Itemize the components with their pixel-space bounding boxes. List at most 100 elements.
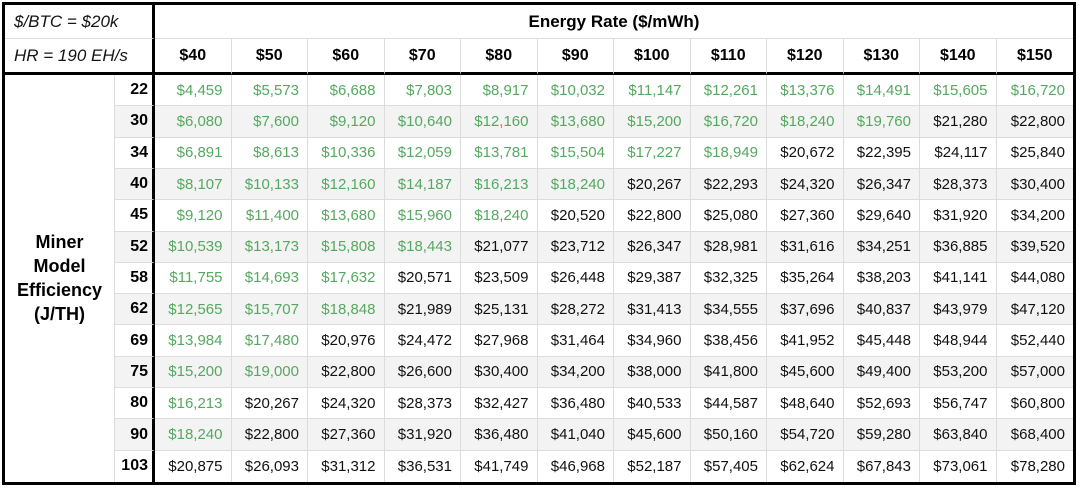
cost-cell: $15,504	[537, 137, 614, 169]
rate-column-header: $60	[308, 39, 385, 75]
efficiency-row-header: 80	[115, 388, 155, 420]
cost-cell: $57,000	[996, 356, 1073, 389]
cost-cell: $44,587	[690, 388, 767, 420]
cost-cell: $36,480	[461, 419, 538, 451]
cost-cell: $8,917	[461, 75, 538, 107]
efficiency-row-header: 90	[115, 419, 155, 451]
efficiency-row-header: 69	[115, 325, 155, 357]
cost-cell: $18,240	[155, 419, 232, 451]
cost-cell: $38,203	[843, 262, 920, 295]
cost-cell: $60,800	[996, 388, 1073, 420]
cost-cell: $26,347	[614, 231, 691, 263]
cost-cell: $34,555	[690, 294, 767, 326]
cost-cell: $45,600	[767, 356, 844, 389]
cost-cell: $24,472	[384, 325, 461, 357]
cost-cell: $22,800	[996, 106, 1073, 138]
cost-cell: $41,800	[690, 356, 767, 389]
efficiency-row-header: 75	[115, 356, 155, 389]
cost-cell: $32,325	[690, 262, 767, 295]
cost-cell: $18,848	[308, 294, 385, 326]
cost-cell: $36,531	[385, 450, 461, 482]
cost-cell: $10,640	[384, 106, 461, 138]
cost-cell: $10,133	[231, 168, 308, 201]
cost-cell: $8,107	[155, 168, 232, 201]
cost-cell: $20,267	[231, 388, 308, 420]
cost-cell: $34,200	[996, 200, 1073, 232]
cost-cell: $22,800	[231, 419, 308, 451]
cost-cell: $37,696	[767, 294, 844, 326]
cost-cell: $31,413	[614, 294, 691, 326]
rate-column-header: $90	[537, 39, 614, 75]
cost-cell: $13,173	[231, 231, 308, 263]
cost-cell: $50,160	[690, 419, 767, 451]
efficiency-axis-title: Miner Model Efficiency (J/TH)	[5, 75, 115, 482]
cost-cell: $16,720	[996, 75, 1073, 107]
cost-cell: $15,808	[308, 231, 385, 263]
cost-cell: $62,624	[767, 450, 844, 482]
cost-cell: $11,147	[614, 75, 691, 107]
cost-cell: $40,533	[614, 388, 691, 420]
cost-cell: $4,459	[155, 75, 232, 107]
cost-cell: $17,632	[308, 262, 385, 295]
cost-cell: $11,755	[155, 262, 232, 295]
cost-cell: $14,693	[231, 262, 308, 295]
cost-cell: $44,080	[996, 263, 1073, 295]
cost-cell: $67,843	[844, 450, 920, 482]
cost-cell: $20,267	[614, 168, 691, 201]
cost-cell: $45,600	[614, 419, 691, 451]
efficiency-row-header: 62	[115, 294, 155, 326]
cost-cell: $41,749	[461, 450, 538, 482]
cost-cell: $18,949	[690, 137, 767, 169]
cost-cell: $28,272	[537, 294, 614, 326]
cost-cell: $27,360	[308, 419, 385, 451]
cost-cell: $27,968	[461, 325, 538, 357]
cost-cell: $17,480	[231, 325, 308, 357]
cost-cell: $18,443	[384, 231, 461, 263]
cost-cell: $48,944	[920, 325, 997, 357]
cost-cell: $41,141	[920, 262, 997, 295]
efficiency-row-header: 34	[115, 137, 155, 169]
cost-cell: $49,400	[843, 356, 920, 389]
cost-cell: $59,280	[843, 419, 920, 451]
cost-cell: $52,693	[843, 388, 920, 420]
cost-cell: $36,480	[537, 388, 614, 420]
cost-cell: $25,840	[996, 138, 1073, 169]
cost-cell: $8,613	[231, 137, 308, 169]
cost-cell: $24,117	[920, 137, 997, 169]
efficiency-row-header: 58	[115, 262, 155, 295]
cost-cell: $26,600	[384, 356, 461, 389]
cost-cell: $28,373	[920, 168, 997, 201]
cost-cell: $34,251	[843, 231, 920, 263]
cost-cell: $16,720	[690, 106, 767, 138]
efficiency-row-header: 22	[115, 75, 155, 107]
cost-cell: $13,680	[537, 106, 614, 138]
cost-cell: $12,160	[461, 106, 538, 138]
cost-cell: $15,707	[231, 294, 308, 326]
cost-cell: $7,803	[384, 75, 461, 107]
rate-column-header: $40	[155, 39, 232, 75]
cost-cell: $20,672	[767, 137, 844, 169]
cost-cell: $15,960	[384, 200, 461, 232]
cost-cell: $56,747	[920, 388, 997, 420]
cost-cell: $18,240	[767, 106, 844, 138]
cost-cell: $41,040	[537, 419, 614, 451]
cost-cell: $30,400	[996, 168, 1073, 201]
cost-cell: $13,376	[767, 75, 844, 107]
cost-cell: $7,600	[231, 106, 308, 138]
cost-cell: $38,456	[690, 325, 767, 357]
cost-cell: $22,800	[614, 200, 691, 232]
efficiency-row-header: 103	[115, 450, 155, 482]
cost-cell: $31,920	[920, 200, 997, 232]
cost-cell: $5,573	[231, 75, 308, 107]
cost-cell: $31,464	[537, 325, 614, 357]
cost-cell: $6,080	[155, 106, 232, 138]
cost-cell: $34,960	[614, 325, 691, 357]
cost-cell: $38,000	[614, 356, 691, 389]
efficiency-row-header: 30	[115, 106, 155, 138]
cost-cell: $22,293	[690, 168, 767, 201]
cost-cell: $45,448	[843, 325, 920, 357]
cost-cell: $14,187	[384, 168, 461, 201]
cost-cell: $52,187	[614, 450, 691, 482]
efficiency-row-header: 52	[115, 231, 155, 263]
cost-cell: $63,840	[920, 419, 997, 451]
